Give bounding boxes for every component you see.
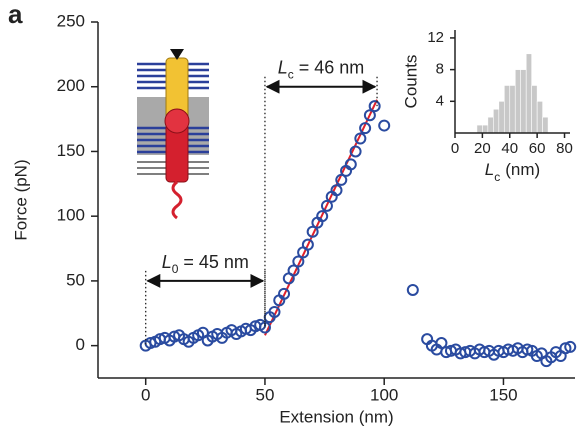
subscript: 0 — [172, 262, 179, 276]
symbol: L — [485, 160, 494, 179]
x-tick-label: 0 — [451, 140, 459, 157]
y-axis-label: Force (pN) — [11, 159, 30, 240]
y-tick-label: 50 — [66, 270, 85, 289]
y-tick-label: 100 — [57, 206, 85, 225]
y-axis-label: Counts — [401, 55, 420, 109]
data-point — [316, 210, 329, 223]
fit-line — [264, 99, 378, 336]
hist-bar — [542, 116, 549, 134]
data-point — [378, 119, 391, 132]
data-point — [368, 100, 381, 113]
x-tick-label: 80 — [556, 140, 573, 157]
data-point — [406, 283, 419, 296]
hist-bar — [525, 53, 532, 134]
symbol: L — [162, 252, 172, 272]
subscript: c — [494, 170, 500, 184]
x-axis-label: Lc (nm) — [485, 160, 540, 184]
data-point — [258, 321, 271, 334]
hist-bar — [520, 69, 527, 134]
schematic — [137, 49, 209, 220]
x-tick-label: 60 — [529, 140, 546, 157]
x-tick-label: 40 — [501, 140, 518, 157]
data-point — [292, 255, 305, 268]
y-tick-label: 12 — [427, 29, 444, 46]
data-point — [335, 173, 348, 186]
x-tick-label: 100 — [370, 385, 398, 404]
hist-bar — [498, 101, 505, 134]
y-tick-label: 0 — [76, 335, 85, 354]
y-tick-label: 200 — [57, 76, 85, 95]
data-point — [359, 122, 372, 135]
data-point — [349, 145, 362, 158]
data-point — [287, 264, 300, 277]
hist-bar — [493, 108, 500, 134]
x-tick-label: 0 — [141, 385, 150, 404]
label-text: = 46 nm — [299, 57, 365, 77]
annotation: L0 = 45 nm — [162, 252, 249, 276]
panel-label: a — [8, 0, 23, 29]
data-point — [564, 340, 577, 353]
symbol: L — [278, 57, 288, 77]
hist-bar — [536, 101, 543, 134]
data-point — [301, 238, 314, 251]
data-point — [344, 158, 357, 171]
y-tick-label: 4 — [436, 92, 444, 109]
hist-bar — [514, 69, 522, 134]
y-tick-label: 8 — [436, 61, 444, 78]
data-point — [363, 109, 376, 122]
data-point — [320, 199, 333, 212]
y-tick-label: 250 — [57, 11, 85, 30]
y-tick-label: 150 — [57, 141, 85, 160]
data-point — [268, 305, 281, 318]
data-point — [354, 132, 367, 145]
data-point — [435, 337, 448, 350]
hist-bar — [503, 85, 511, 134]
x-axis-label: Extension (nm) — [279, 407, 393, 426]
hist-bar — [531, 85, 538, 134]
hist-bar — [509, 85, 516, 134]
data-point — [521, 343, 534, 356]
hist-bar — [482, 124, 489, 134]
x-tick-label: 20 — [474, 140, 491, 157]
label-text: = 45 nm — [183, 252, 249, 272]
x-tick-label: 150 — [489, 385, 517, 404]
hist-bar — [476, 124, 483, 134]
annotation: Lc = 46 nm — [278, 57, 365, 81]
hist-bar — [487, 116, 494, 134]
label-text: (nm) — [505, 160, 540, 179]
data-point — [278, 287, 291, 300]
data-point — [330, 184, 343, 197]
x-tick-label: 50 — [255, 385, 274, 404]
subscript: c — [288, 68, 294, 82]
data-point — [306, 225, 319, 238]
data-point — [559, 342, 572, 355]
